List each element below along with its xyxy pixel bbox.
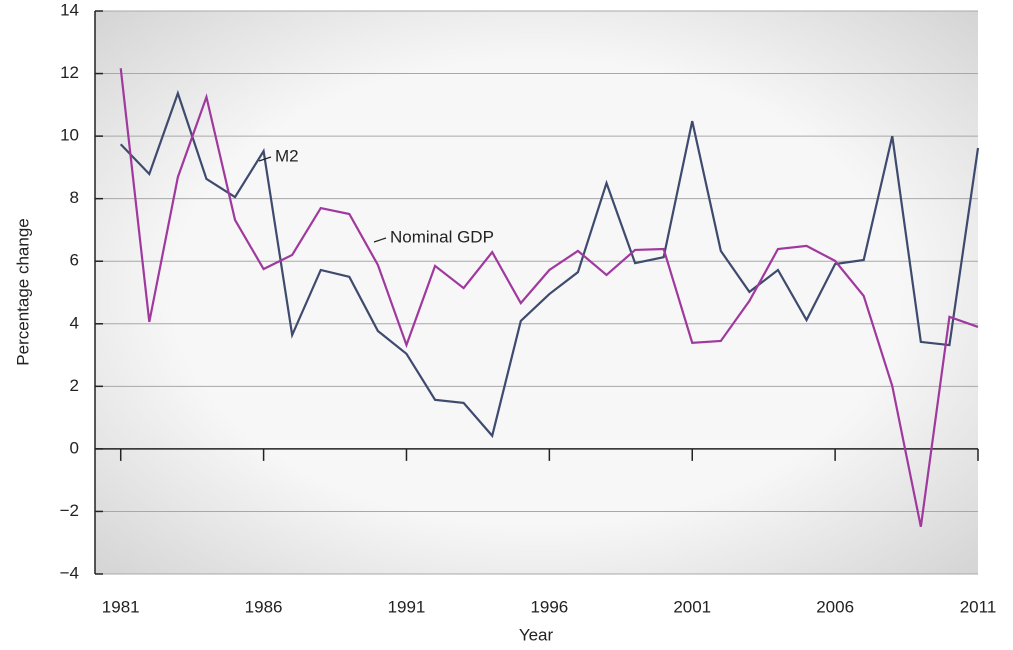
series-label: M2 — [275, 146, 299, 165]
x-tick-label: 2006 — [816, 597, 854, 616]
y-tick-label: 4 — [70, 313, 79, 332]
y-tick-label: −2 — [60, 501, 79, 520]
y-tick-label: 2 — [70, 376, 79, 395]
x-tick-label: 1981 — [102, 597, 140, 616]
y-tick-label: 8 — [70, 188, 79, 207]
y-tick-label: 14 — [60, 0, 79, 19]
leader-line — [373, 237, 387, 243]
y-tick-label: 0 — [70, 438, 79, 457]
line-series — [119, 89, 980, 439]
y-tick-label: 6 — [70, 251, 79, 270]
plot-background — [95, 11, 978, 574]
x-tick-label: 1991 — [388, 597, 426, 616]
x-tick-label: 1996 — [530, 597, 568, 616]
x-axis-label: Year — [519, 625, 554, 644]
y-tick-label: 10 — [60, 126, 79, 145]
y-axis-label: Percentage change — [13, 218, 32, 365]
y-tick-label: −4 — [60, 563, 79, 582]
x-tick-label: 2011 — [960, 597, 997, 616]
series-label: Nominal GDP — [390, 227, 494, 246]
y-tick-label: 12 — [60, 63, 79, 82]
x-tick-label: 2001 — [673, 597, 711, 616]
line-series — [119, 68, 979, 527]
x-tick-label: 1986 — [245, 597, 283, 616]
leader-line — [258, 156, 272, 162]
